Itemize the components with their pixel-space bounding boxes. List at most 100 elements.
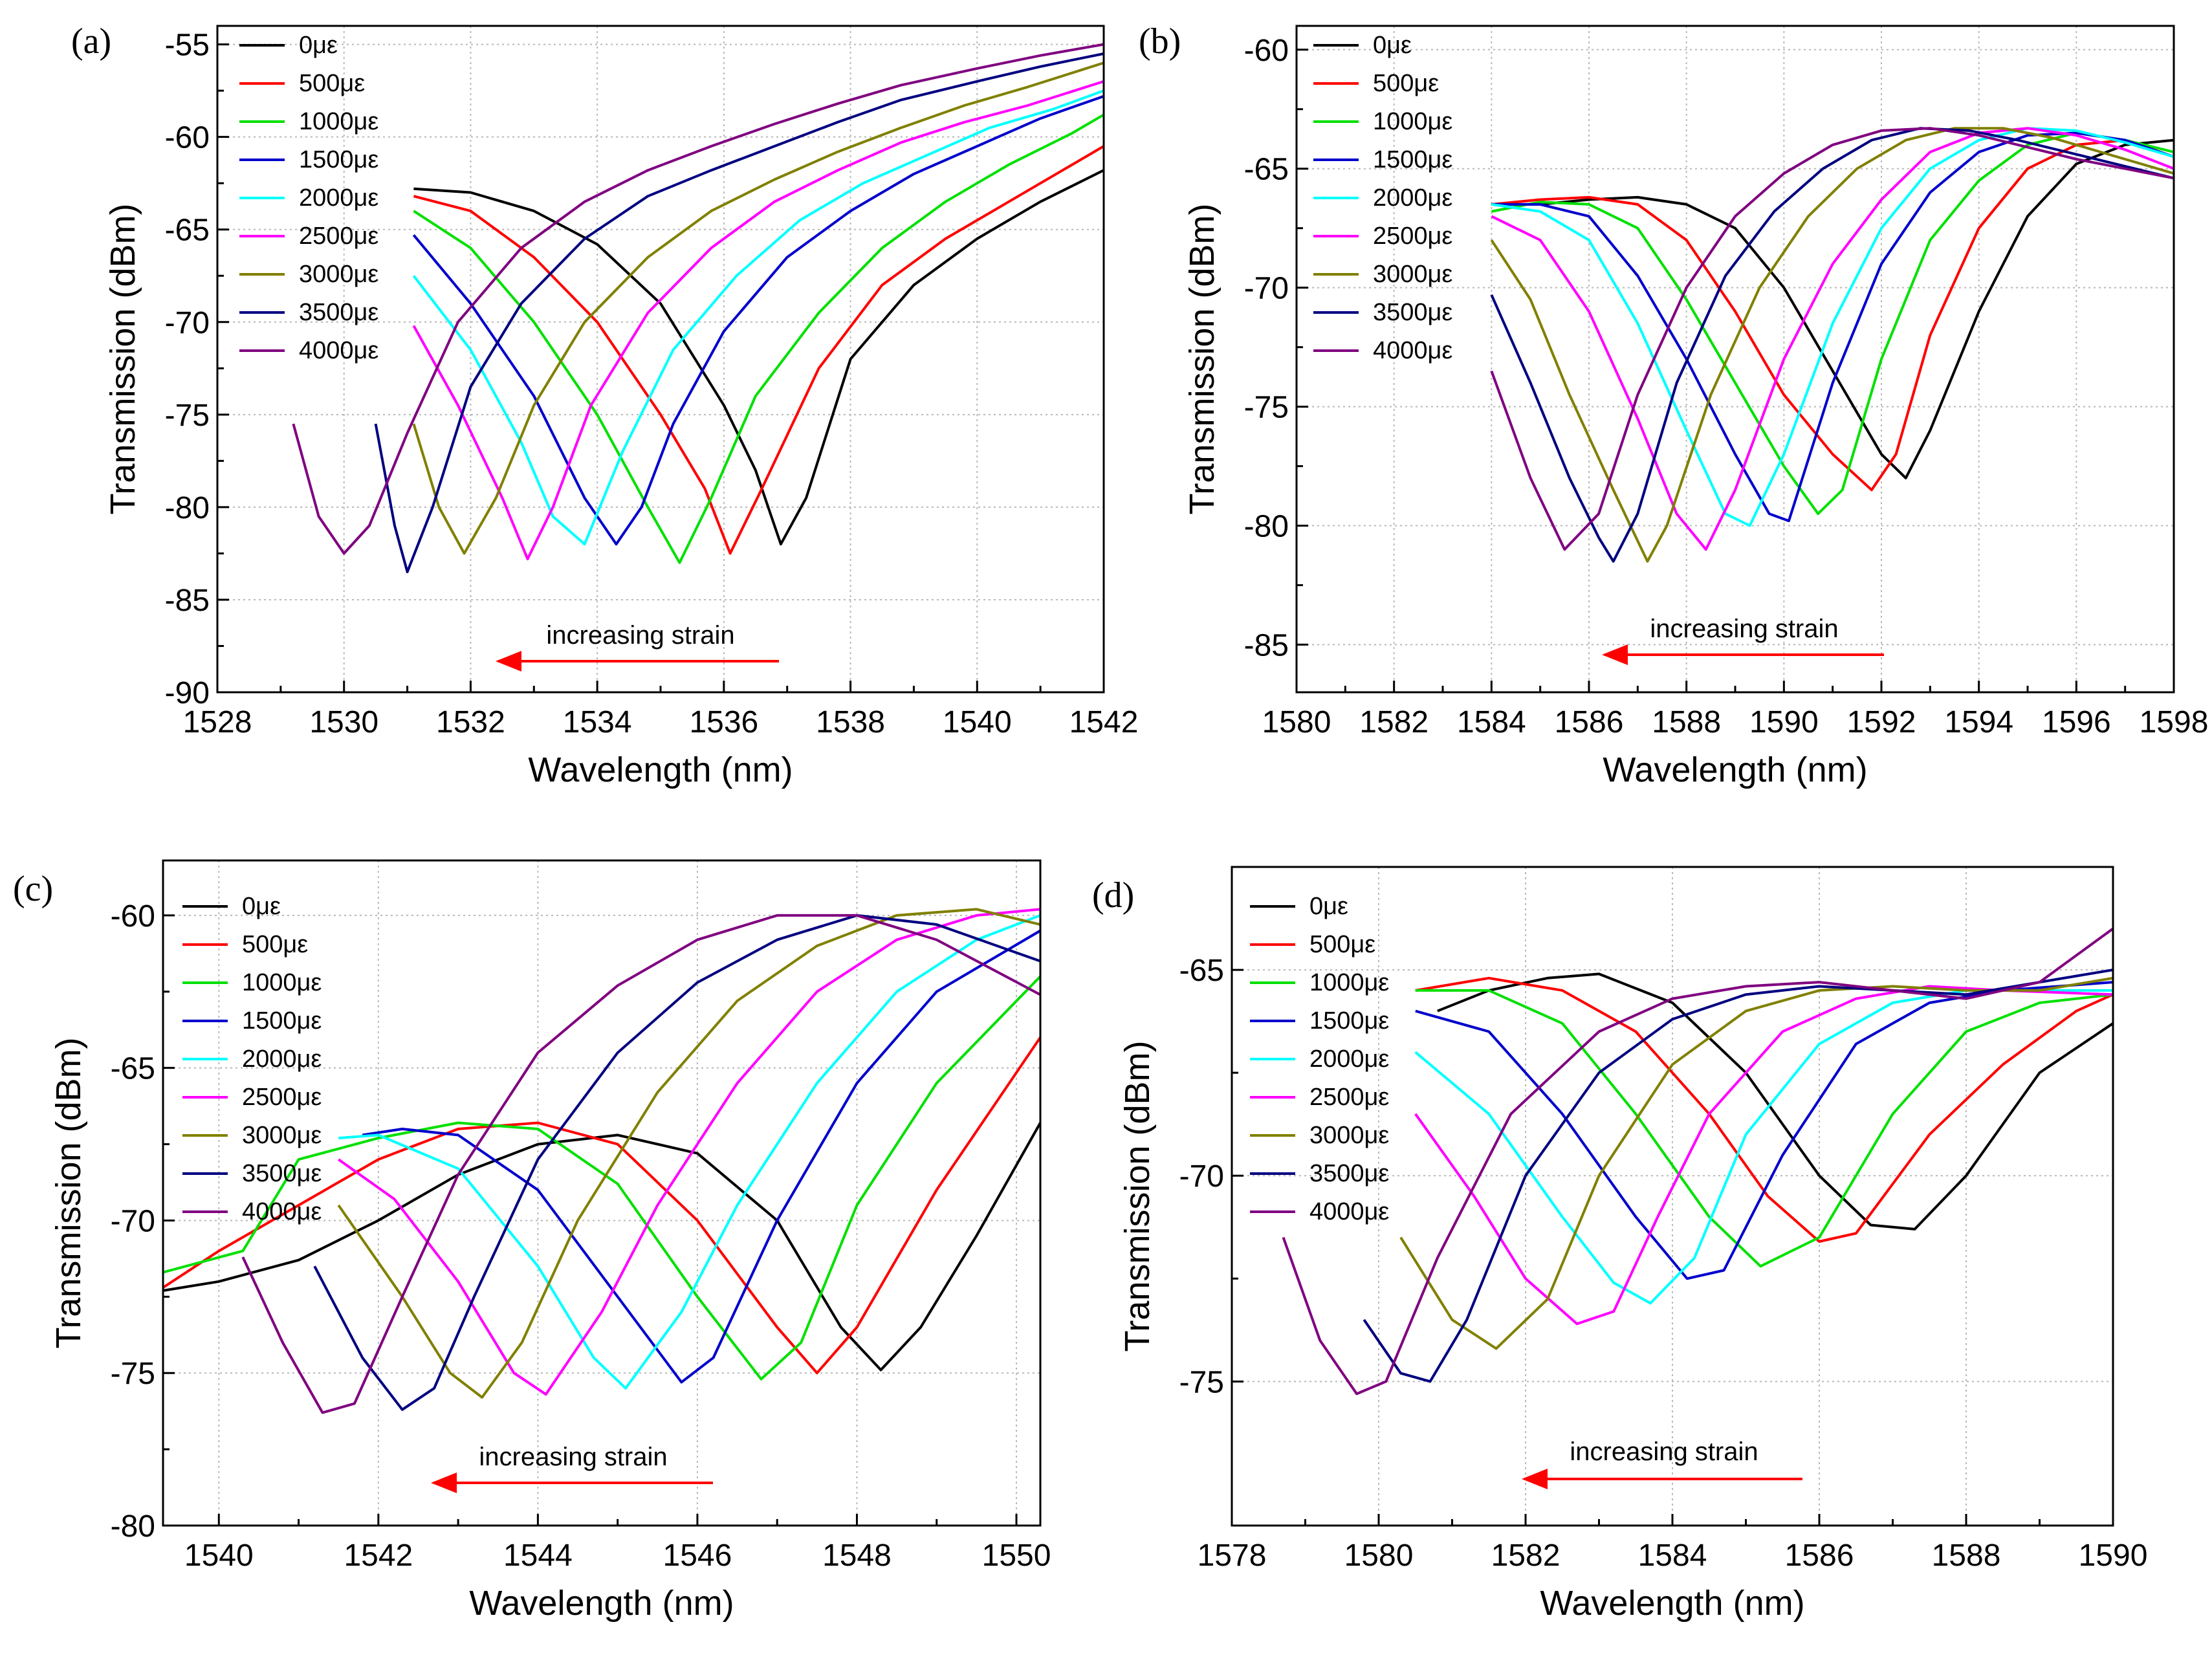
series-line <box>1437 972 2113 1231</box>
x-tick-label: 1546 <box>663 1538 732 1573</box>
x-tick-label: 1596 <box>2042 705 2111 739</box>
x-tick-label: 1548 <box>822 1538 892 1573</box>
x-tick-label: 1530 <box>309 705 378 739</box>
legend-entry: 1000με <box>1309 969 1389 996</box>
legend-entry: 0με <box>1309 893 1348 920</box>
x-tick-label: 1542 <box>1069 705 1139 739</box>
y-tick-label: -80 <box>111 1509 155 1544</box>
series-line <box>1363 969 2113 1383</box>
series-line <box>163 1036 1040 1375</box>
x-tick-label: 1586 <box>1785 1538 1854 1573</box>
legend-entry: 2000με <box>242 1045 322 1073</box>
y-tick-label: -60 <box>111 899 155 934</box>
y-tick-label: -65 <box>1179 954 1224 988</box>
legend: 0με 500με 1000με 1500με 2000με 2500με 3000με 35… <box>1313 32 1452 364</box>
series-line <box>1490 127 2174 563</box>
x-tick-label: 1542 <box>344 1538 413 1573</box>
x-tick-label: 1582 <box>1491 1538 1560 1573</box>
x-tick-label: 1534 <box>563 705 632 739</box>
x-tick-label: 1536 <box>689 705 758 739</box>
series-line <box>412 80 1104 560</box>
panel-label: (d) <box>1092 875 1134 915</box>
legend-entry: 4000με <box>1373 337 1452 364</box>
series-line <box>292 43 1104 555</box>
chart-panel-0: 1528 1530 1532 1534 1536 1538 1540 1542 -90 -85 -8… <box>71 21 1138 789</box>
series-line <box>1490 127 2174 563</box>
series-line <box>362 929 1040 1384</box>
annotation-text: increasing strain <box>479 1443 667 1471</box>
series-line <box>1414 985 2113 1326</box>
x-tick-label: 1584 <box>1457 705 1526 739</box>
y-tick-label: -75 <box>165 399 210 433</box>
legend-entry: 4000με <box>1309 1198 1389 1225</box>
series-line <box>1491 131 2174 523</box>
series-line <box>412 61 1104 555</box>
x-tick-label: 1550 <box>982 1538 1051 1573</box>
series-line <box>338 914 1040 1390</box>
chart-panel-2: 1540 1542 1544 1546 1548 1550 -80 -75 -70 -65 -60 W… <box>13 859 1051 1623</box>
x-tick-label: 1594 <box>1944 705 2013 739</box>
legend-entry: 3000με <box>1309 1122 1389 1149</box>
y-tick-label: -65 <box>111 1052 155 1086</box>
legend-entry: 0με <box>299 32 338 59</box>
legend-entry: 3000με <box>242 1122 322 1149</box>
x-tick-label: 1590 <box>1749 705 1819 739</box>
chart-panel-1: 1580 1582 1584 1586 1588 1590 1592 1594 1596 1598… <box>1139 21 2208 789</box>
legend-entry: 500με <box>242 931 308 958</box>
x-axis-title: Wavelength (nm) <box>1540 1584 1804 1623</box>
x-tick-label: 1580 <box>1344 1538 1414 1573</box>
x-tick-label: 1582 <box>1359 705 1429 739</box>
legend-entry: 3500με <box>1309 1160 1389 1187</box>
annotation-text: increasing strain <box>1570 1438 1758 1466</box>
y-axis-title: Transmission (dBm) <box>49 1037 88 1348</box>
x-tick-label: 1592 <box>1847 705 1916 739</box>
legend-entry: 1000με <box>1373 108 1452 135</box>
series-group <box>1282 927 2113 1396</box>
legend-entry: 1000με <box>299 108 378 135</box>
legend-entry: 2500με <box>299 223 378 250</box>
legend-entry: 1500με <box>242 1007 322 1034</box>
legend-entry: 0με <box>242 893 281 920</box>
series-line <box>1491 127 2174 551</box>
series-line <box>241 914 1040 1414</box>
y-tick-label: -60 <box>1244 34 1289 68</box>
legend: 0με 500με 1000με 1500με 2000με 2500με 3000με 35… <box>182 893 322 1225</box>
panel-label: (c) <box>13 869 53 909</box>
series-line <box>1399 976 2113 1350</box>
legend-entry: 3000με <box>299 261 378 288</box>
x-tick-label: 1586 <box>1555 705 1624 739</box>
y-tick-label: -85 <box>1244 628 1289 662</box>
legend-entry: 4000με <box>242 1198 322 1225</box>
legend-entry: 500με <box>1309 931 1375 958</box>
x-axis-title: Wavelength (nm) <box>1603 750 1867 789</box>
y-tick-label: -55 <box>165 28 210 63</box>
legend-entry: 3500με <box>242 1160 322 1187</box>
series-line <box>412 94 1104 546</box>
y-tick-label: -75 <box>1179 1365 1224 1399</box>
y-tick-label: -70 <box>1244 272 1289 306</box>
x-tick-label: 1578 <box>1198 1538 1267 1573</box>
x-tick-label: 1544 <box>503 1538 573 1573</box>
x-tick-label: 1540 <box>943 705 1012 739</box>
plot-frame <box>162 859 1042 1527</box>
series-line <box>313 914 1040 1411</box>
chart-panel-3: 1578 1580 1582 1584 1586 1588 1590 -75 -70 -65 Wav… <box>1092 866 2147 1623</box>
series-group <box>292 43 1104 573</box>
series-group <box>163 908 1040 1414</box>
series-line <box>374 52 1104 573</box>
legend-entry: 2500με <box>1373 223 1452 250</box>
annotation-text: increasing strain <box>546 621 734 650</box>
legend-entry: 500με <box>299 70 365 97</box>
legend-entry: 1500με <box>299 146 378 173</box>
series-line <box>337 908 1040 1399</box>
y-tick-label: -70 <box>111 1204 155 1238</box>
y-axis-title: Transmission (dBm) <box>1118 1040 1157 1352</box>
y-tick-label: -90 <box>165 676 210 710</box>
series-line <box>1282 927 2113 1396</box>
y-tick-label: -70 <box>165 306 210 340</box>
x-tick-label: 1580 <box>1262 705 1331 739</box>
legend: 0με 500με 1000με 1500με 2000με 2500με 3000με 35… <box>1250 893 1389 1225</box>
legend-entry: 2000με <box>299 184 378 212</box>
legend-entry: 3500με <box>299 299 378 326</box>
series-line <box>1415 989 2113 1268</box>
